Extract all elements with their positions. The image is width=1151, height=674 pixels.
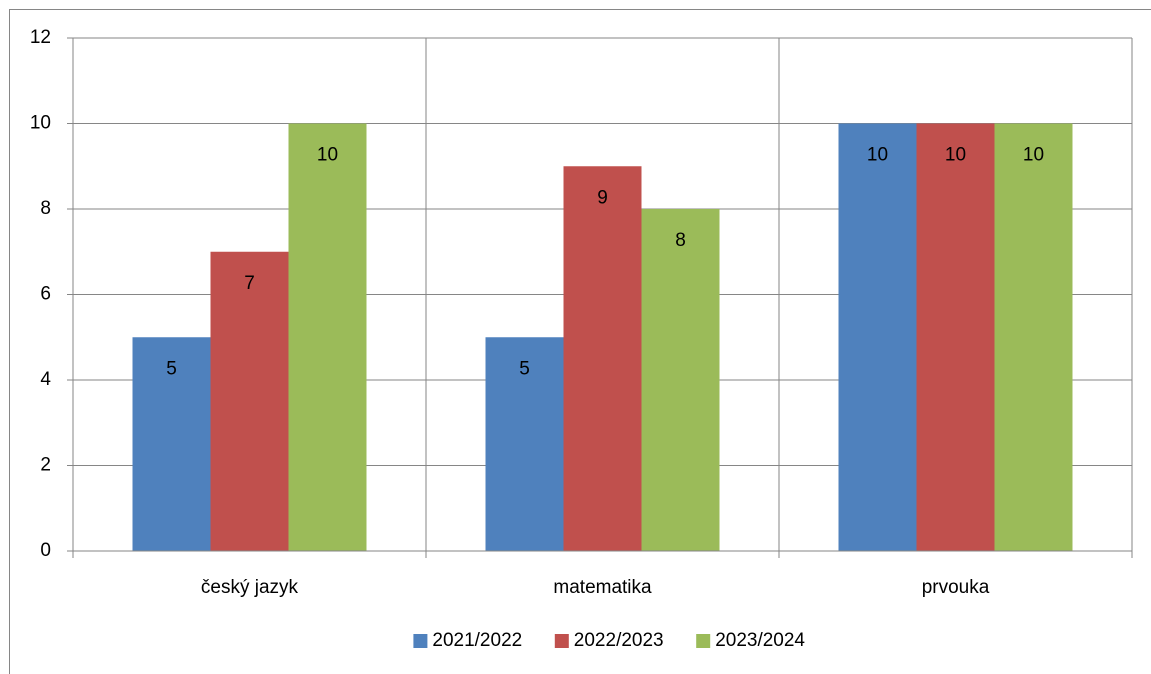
legend-label: 2021/2022 xyxy=(432,630,522,651)
legend-label: 2022/2023 xyxy=(574,630,664,651)
y-tick-label: 4 xyxy=(40,369,51,390)
data-label: 7 xyxy=(244,273,255,294)
y-tick-label: 8 xyxy=(40,198,51,219)
data-label: 10 xyxy=(945,145,966,166)
data-label: 9 xyxy=(597,187,608,208)
legend-label: 2023/2024 xyxy=(715,630,805,651)
y-tick-label: 6 xyxy=(40,284,51,305)
legend-swatch xyxy=(413,634,428,648)
bar xyxy=(132,337,211,551)
x-tick-label: prvouka xyxy=(922,577,990,598)
y-tick-label: 0 xyxy=(40,540,51,561)
legend-swatch xyxy=(554,634,569,648)
x-tick-label: matematika xyxy=(553,577,652,598)
y-tick-label: 10 xyxy=(30,113,51,134)
x-tick-label: český jazyk xyxy=(201,577,299,598)
data-label: 10 xyxy=(867,145,888,166)
data-label: 10 xyxy=(1023,145,1044,166)
bar xyxy=(288,123,367,551)
chart-border xyxy=(9,9,1151,674)
bar xyxy=(485,337,564,551)
data-label: 8 xyxy=(675,230,686,251)
data-label: 5 xyxy=(519,358,530,379)
bar xyxy=(641,209,720,551)
data-label: 10 xyxy=(317,145,338,166)
data-label: 5 xyxy=(166,358,177,379)
legend-swatch xyxy=(696,634,711,648)
y-tick-label: 2 xyxy=(40,455,51,476)
bar xyxy=(563,166,642,551)
y-tick-label: 12 xyxy=(30,27,51,48)
bar xyxy=(916,123,995,551)
bar xyxy=(994,123,1073,551)
bar xyxy=(210,251,289,551)
bar xyxy=(838,123,917,551)
